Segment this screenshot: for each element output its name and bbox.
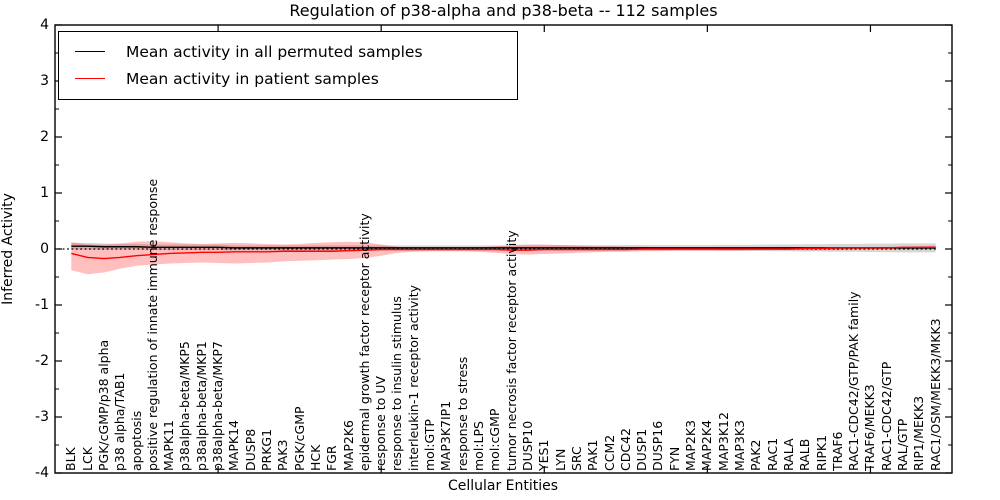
x-category-label: p38alpha-beta/MKP1 [193, 341, 209, 471]
x-category-label: response to insulin stimulus [389, 296, 405, 471]
x-category-label: BLK [63, 447, 79, 471]
x-category-label: RAC1-CDC42/GTP [878, 361, 894, 471]
x-category-label: LCK [79, 447, 95, 471]
x-category-label: DUSP16 [650, 420, 666, 471]
x-category-label: PRKG1 [259, 428, 275, 471]
chart-title: Regulation of p38-alpha and p38-beta -- … [289, 1, 718, 20]
x-category-label: DUSP10 [519, 420, 535, 471]
x-category-label: LYN [552, 448, 568, 471]
x-category-label: mol:LPS [471, 421, 487, 471]
x-category-label: PAK3 [275, 439, 291, 471]
x-category-label: apoptosis [128, 410, 144, 471]
x-category-label: interleukin-1 receptor activity [405, 284, 421, 471]
x-category-label: p38alpha-beta/MKP7 [210, 341, 226, 471]
y-tick-label: -4 [35, 465, 49, 481]
y-tick-label: 3 [40, 73, 49, 89]
legend-line-sample-black [75, 51, 105, 52]
x-category-label: FGR [324, 445, 340, 471]
y-tick-label: -1 [35, 297, 49, 313]
x-category-label: response to UV [373, 376, 389, 471]
x-category-label: RAC1/OSM/MEKK3/MKK3 [927, 318, 943, 471]
x-category-label: PGK/cGMP/p38 alpha [95, 339, 111, 471]
x-category-label: MAP3K12 [715, 412, 731, 471]
legend: Mean activity in all permuted samples Me… [58, 31, 518, 100]
x-category-label: RALB [797, 438, 813, 471]
legend-item-permuted: Mean activity in all permuted samples [59, 38, 517, 65]
x-category-label: CCM2 [601, 434, 617, 471]
patient-mean-line [71, 246, 936, 260]
x-category-label: MAP2K3 [683, 420, 699, 471]
x-category-label: HCK [307, 444, 323, 471]
legend-item-patient: Mean activity in patient samples [59, 65, 517, 92]
x-category-label: MAPK14 [226, 420, 242, 471]
y-tick-label: 1 [40, 185, 49, 201]
y-tick-label: 4 [40, 17, 49, 33]
x-category-label: tumor necrosis factor receptor activity [503, 230, 519, 471]
x-category-label: MAPK11 [161, 420, 177, 471]
x-category-label: positive regulation of innate immune res… [144, 178, 160, 471]
x-category-label: PGK/cGMP [291, 406, 307, 471]
x-category-label: epidermal growth factor receptor activit… [356, 213, 372, 471]
x-category-label: SRC [568, 446, 584, 471]
legend-label-patient: Mean activity in patient samples [126, 69, 379, 88]
x-category-label: p38alpha-beta/MKP5 [177, 341, 193, 471]
legend-line-sample-red [75, 78, 105, 79]
x-category-label: PAK2 [748, 439, 764, 471]
x-category-label: MAP2K6 [340, 420, 356, 471]
x-category-label: RAL/GTP [895, 418, 911, 471]
x-category-label: RIP1/MEKK3 [911, 395, 927, 471]
x-category-label: TRAF6 [829, 431, 845, 471]
x-category-label: RAC1-CDC42/GTP/PAK family [846, 291, 862, 471]
x-category-label: DUSP8 [242, 428, 258, 471]
y-tick-label: 2 [40, 129, 49, 145]
legend-label-permuted: Mean activity in all permuted samples [126, 42, 423, 61]
y-tick-label: -2 [35, 353, 49, 369]
x-category-label: mol:GTP [422, 419, 438, 471]
permuted-mean-line [71, 245, 936, 249]
x-axis-label: Cellular Entities [447, 478, 559, 494]
x-category-label: YES1 [536, 439, 552, 471]
y-tick-label: -3 [35, 409, 49, 425]
x-category-label: response to stress [454, 356, 470, 471]
x-category-label: PAK1 [585, 439, 601, 471]
y-tick-label: 0 [40, 241, 49, 257]
x-category-label: p38 alpha/TAB1 [112, 372, 128, 471]
x-category-label: RALA [780, 438, 796, 471]
x-category-label: MAP2K4 [699, 420, 715, 471]
x-category-label: TRAF6/MEKK3 [862, 384, 878, 471]
x-category-label: RIPK1 [813, 434, 829, 471]
x-category-label: FYN [666, 446, 682, 471]
x-category-label: CDC42 [617, 428, 633, 471]
x-category-label: mol:cGMP [487, 408, 503, 471]
x-category-label: DUSP1 [634, 428, 650, 471]
x-category-label: MAP3K3 [731, 420, 747, 471]
x-category-label: MAP3K7IP1 [438, 400, 454, 471]
x-category-label: RAC1 [764, 437, 780, 471]
